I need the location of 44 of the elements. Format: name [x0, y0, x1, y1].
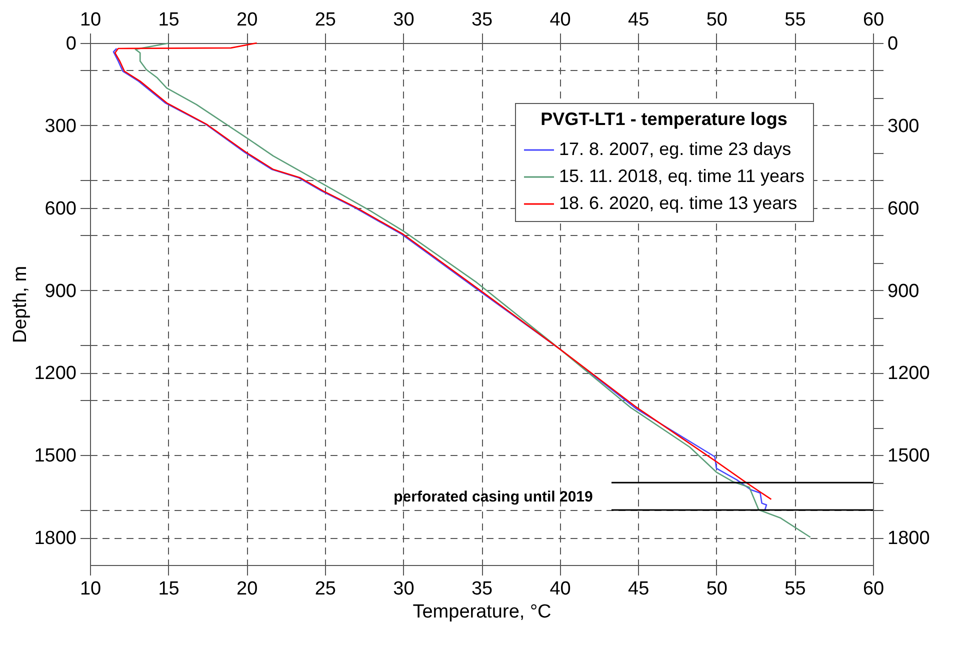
x2-tick-label: 60	[862, 10, 884, 30]
y-tick-label: 300	[44, 116, 76, 137]
legend-label: 17. 8. 2007, eg. time 23 days	[559, 139, 792, 159]
x-tick-label: 10	[80, 578, 102, 600]
x-tick-label: 55	[784, 578, 806, 600]
x-tick-label: 30	[393, 578, 414, 600]
y-tick-label: 600	[44, 198, 76, 220]
x2-tick-label: 50	[706, 10, 728, 30]
y-tick-label: 1200	[34, 363, 76, 384]
x-tick-label: 40	[550, 578, 571, 600]
y2-tick-label: 0	[888, 34, 898, 54]
x-tick-label: 15	[158, 578, 180, 600]
x2-tick-label: 10	[80, 10, 102, 30]
x-tick-label: 45	[628, 578, 650, 600]
y-tick-label: 900	[44, 280, 76, 302]
legend-title: PVGT-LT1 - temperature logs	[540, 109, 788, 129]
x-tick-label: 20	[236, 578, 258, 600]
y-tick-label: 1500	[34, 446, 76, 467]
x2-tick-label: 25	[314, 10, 336, 30]
x2-tick-label: 40	[550, 10, 571, 30]
y2-tick-label: 1800	[888, 528, 930, 550]
x2-tick-label: 30	[393, 10, 414, 30]
legend-label: 18. 6. 2020, eq. time 13 years	[559, 193, 798, 213]
x-axis-title: Temperature, °C	[412, 602, 552, 622]
line-series	[134, 42, 812, 538]
x2-tick-label: 55	[784, 10, 806, 30]
x-tick-label: 25	[314, 578, 336, 600]
annotation: perforated casing until 2019	[394, 488, 593, 506]
y2-tick-label: 600	[888, 198, 920, 220]
y-tick-label: 0	[66, 34, 76, 54]
x2-tick-label: 20	[236, 10, 258, 30]
legend-label: 15. 11. 2018, eq. time 11 years	[559, 166, 804, 186]
x2-tick-label: 15	[158, 10, 180, 30]
x-tick-label: 35	[471, 578, 493, 600]
y2-tick-label: 1500	[888, 446, 930, 467]
x2-tick-label: 45	[628, 10, 650, 30]
y2-tick-label: 1200	[888, 363, 930, 384]
x2-tick-label: 35	[471, 10, 493, 30]
x-tick-label: 60	[862, 578, 884, 600]
x-tick-label: 50	[706, 578, 728, 600]
y-axis-title: Depth, m	[10, 266, 32, 344]
y2-tick-label: 300	[888, 116, 920, 137]
y-tick-label: 1800	[34, 528, 76, 550]
y2-tick-label: 900	[888, 280, 920, 302]
